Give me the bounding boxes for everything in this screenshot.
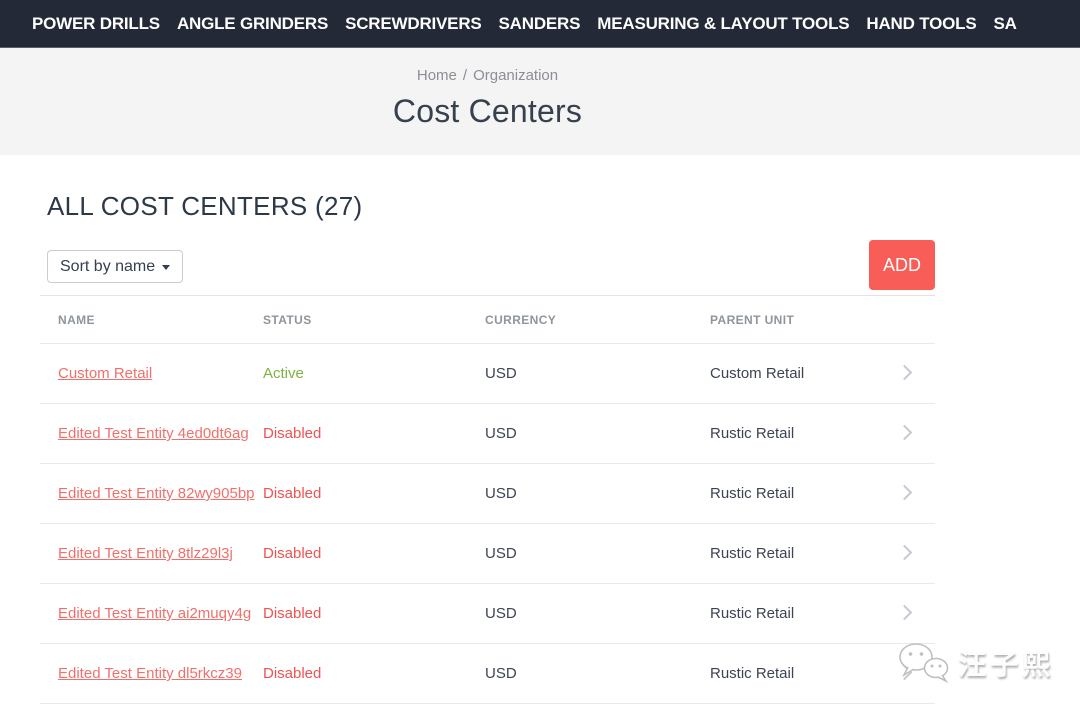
page-title: Cost Centers [392,93,583,129]
nav-item-measuring-layout-tools[interactable]: MEASURING & LAYOUT TOOLS [597,13,850,33]
status-badge: Disabled [263,665,322,682]
currency-cell: USD [485,605,517,622]
chevron-right-icon[interactable] [896,604,913,621]
parent-unit-cell: Rustic Retail [710,605,795,622]
main-content: ALL COST CENTERS (27) Sort by name ADD N… [40,191,935,704]
add-button[interactable]: ADD [868,240,935,290]
breadcrumb-home-link[interactable]: Home [416,67,457,84]
cost-center-link[interactable]: Edited Test Entity 4ed0dt6ag [58,425,249,442]
parent-unit-cell: Custom Retail [710,365,805,382]
section-title: ALL COST CENTERS (27) [47,191,363,221]
chevron-right-icon[interactable] [896,424,913,441]
caret-down-icon [162,265,171,270]
page-header: Home / Organization Cost Centers [0,48,1080,155]
currency-cell: USD [485,425,517,442]
status-badge: Disabled [263,605,322,622]
table-row[interactable]: Edited Test Entity ai2muqy4g Disabled US… [40,584,935,644]
cost-center-link[interactable]: Custom Retail [58,365,153,382]
table-header-row: NAME STATUS CURRENCY PARENT UNIT [40,295,935,344]
breadcrumb-current: Organization [473,67,559,84]
currency-cell: USD [485,485,517,502]
breadcrumb: Home / Organization [417,67,558,84]
watermark-text: 汪子熙 [957,649,1054,680]
table-row[interactable]: Edited Test Entity 82wy905bp Disabled US… [40,464,935,524]
column-header-parent-unit: PARENT UNIT [710,312,795,327]
column-header-currency: CURRENCY [485,312,557,327]
nav-item-truncated[interactable]: SA [993,13,1017,33]
cost-center-link[interactable]: Edited Test Entity dl5rkcz39 [58,665,242,682]
cost-center-link[interactable]: Edited Test Entity 8tlz29l3j [58,545,233,562]
table-row[interactable]: Edited Test Entity 4ed0dt6ag Disabled US… [40,404,935,464]
nav-item-screwdrivers[interactable]: SCREWDRIVERS [345,13,482,33]
parent-unit-cell: Rustic Retail [710,665,795,682]
status-badge: Disabled [263,545,322,562]
sort-by-name-dropdown[interactable]: Sort by name [47,250,184,283]
column-header-name: NAME [58,312,95,327]
column-header-status: STATUS [263,312,312,327]
breadcrumb-separator: / [462,67,468,84]
table-row[interactable]: Custom Retail Active USD Custom Retail [40,344,935,404]
parent-unit-cell: Rustic Retail [710,425,795,442]
status-badge: Active [263,365,304,382]
cost-center-link[interactable]: Edited Test Entity 82wy905bp [58,485,255,502]
cost-centers-table: NAME STATUS CURRENCY PARENT UNIT Custom … [40,295,935,704]
nav-item-hand-tools[interactable]: HAND TOOLS [866,13,977,33]
currency-cell: USD [485,545,517,562]
column-header-actions [887,296,935,344]
parent-unit-cell: Rustic Retail [710,545,795,562]
currency-cell: USD [485,365,517,382]
top-nav: POWER DRILLS ANGLE GRINDERS SCREWDRIVERS… [0,0,1080,48]
nav-item-angle-grinders[interactable]: ANGLE GRINDERS [176,13,329,33]
status-badge: Disabled [263,485,322,502]
nav-item-power-drills[interactable]: POWER DRILLS [32,13,160,33]
currency-cell: USD [485,665,517,682]
chevron-right-icon[interactable] [896,544,913,561]
toolbar: Sort by name ADD [40,240,935,290]
table-row[interactable]: Edited Test Entity dl5rkcz39 Disabled US… [40,644,935,704]
table-row[interactable]: Edited Test Entity 8tlz29l3j Disabled US… [40,524,935,584]
chevron-right-icon[interactable] [896,484,913,501]
chevron-right-icon[interactable] [896,364,913,381]
cost-center-link[interactable]: Edited Test Entity ai2muqy4g [58,605,252,622]
sort-button-label: Sort by name [60,257,156,275]
parent-unit-cell: Rustic Retail [710,485,795,502]
status-badge: Disabled [263,425,322,442]
chevron-right-icon[interactable] [896,664,913,681]
nav-item-sanders[interactable]: SANDERS [498,13,581,33]
